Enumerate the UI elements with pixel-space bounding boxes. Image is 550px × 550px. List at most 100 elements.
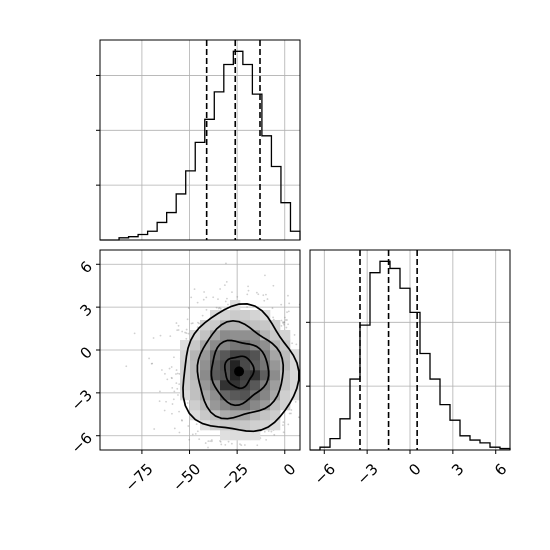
joint-point <box>302 389 304 391</box>
joint-point <box>247 285 249 288</box>
joint-point <box>265 438 268 441</box>
joint-density-cell <box>240 420 251 431</box>
joint-point <box>196 430 199 433</box>
joint-point <box>218 306 221 309</box>
joint-density-cell <box>190 380 201 391</box>
joint-point <box>280 303 283 306</box>
joint-density-cell <box>260 400 271 411</box>
joint-density-cell <box>290 350 300 361</box>
joint-point <box>185 328 188 331</box>
joint-point <box>187 425 190 427</box>
joint-point <box>176 387 179 390</box>
joint-density-cell <box>220 410 231 421</box>
joint-density-cell <box>280 400 291 411</box>
joint-point <box>283 323 285 326</box>
joint-point <box>320 436 322 438</box>
joint-density-cell <box>230 320 241 331</box>
joint-point <box>176 372 179 375</box>
joint-point <box>210 439 213 441</box>
joint-density-cell <box>250 390 261 401</box>
joint-density-cell <box>210 320 221 331</box>
joint-point <box>191 322 194 325</box>
joint-point <box>302 405 304 407</box>
joint-point <box>171 412 173 415</box>
joint-density-cell <box>200 390 211 401</box>
joint-point <box>294 400 297 403</box>
joint-density-cell <box>210 370 221 381</box>
joint-point <box>153 428 156 430</box>
joint-density-cell <box>230 340 241 351</box>
joint-density-cell <box>230 350 241 361</box>
joint-peak-marker <box>234 366 245 377</box>
joint-density-cell <box>270 320 281 331</box>
joint-point <box>178 383 181 386</box>
joint-point <box>178 410 180 413</box>
joint-density-cell <box>250 360 261 371</box>
joint-point <box>172 398 175 401</box>
joint-point <box>197 321 199 324</box>
joint-point <box>282 322 285 324</box>
histogram-panel-p0 <box>96 39 301 241</box>
joint-density-cell <box>240 400 251 411</box>
joint-density-cell <box>250 430 261 441</box>
joint-point <box>202 298 205 301</box>
joint-point <box>249 452 251 454</box>
joint-density-cell <box>240 340 251 351</box>
joint-y-ticks: −6 −3 0 3 6 <box>68 258 100 457</box>
joint-point <box>188 438 191 441</box>
joint-point <box>256 444 259 447</box>
joint-density-cell <box>190 400 201 411</box>
joint-density-cell <box>240 410 251 421</box>
joint-point <box>186 318 189 321</box>
histogram-p1-xtick-label-4: 6 <box>491 460 510 479</box>
histogram-p0-quantile-lines <box>205 40 261 240</box>
joint-density-cell <box>270 390 281 401</box>
joint-density-cell <box>200 330 211 341</box>
joint-density-cell <box>220 390 231 401</box>
histogram-panel-p1: −6 −3 0 3 6 <box>306 249 511 488</box>
joint-point <box>187 307 190 309</box>
joint-point <box>184 331 186 334</box>
joint-density-cell <box>210 420 221 431</box>
joint-density-cell <box>250 350 261 361</box>
joint-density-cell <box>230 380 241 391</box>
joint-point <box>159 334 162 337</box>
joint-point <box>178 373 181 375</box>
joint-point <box>185 337 188 340</box>
joint-density-cell <box>220 430 231 441</box>
joint-point <box>223 284 226 286</box>
joint-density-cell <box>280 370 291 381</box>
joint-point <box>217 307 220 310</box>
joint-point <box>187 332 190 335</box>
joint-xtick-label-1: −50 <box>169 460 204 495</box>
joint-density-cell <box>190 350 201 361</box>
joint-point <box>303 345 305 347</box>
joint-point <box>166 378 169 381</box>
joint-point <box>190 296 193 299</box>
joint-point <box>173 390 176 393</box>
joint-point <box>290 412 292 415</box>
joint-xtick-label-2: −25 <box>217 460 252 495</box>
joint-point <box>290 409 293 411</box>
histogram-p1-quantile-lines <box>359 250 418 450</box>
joint-density-cell <box>180 340 191 351</box>
joint-point <box>210 440 213 443</box>
joint-point <box>181 330 184 333</box>
joint-point <box>195 423 198 426</box>
joint-density-cell <box>220 310 231 321</box>
joint-point <box>224 300 227 303</box>
joint-density-cell <box>230 330 241 341</box>
joint-point <box>170 376 173 379</box>
joint-point <box>225 262 227 265</box>
joint-point <box>321 380 323 382</box>
joint-point <box>236 295 239 298</box>
joint-density-cell <box>280 360 291 371</box>
histogram-p1-series <box>310 260 511 451</box>
joint-contours <box>182 303 300 433</box>
joint-point <box>220 443 223 446</box>
joint-point <box>321 381 323 383</box>
joint-point <box>170 454 172 456</box>
joint-point <box>175 373 177 375</box>
joint-point <box>270 430 273 433</box>
joint-point <box>280 324 283 327</box>
